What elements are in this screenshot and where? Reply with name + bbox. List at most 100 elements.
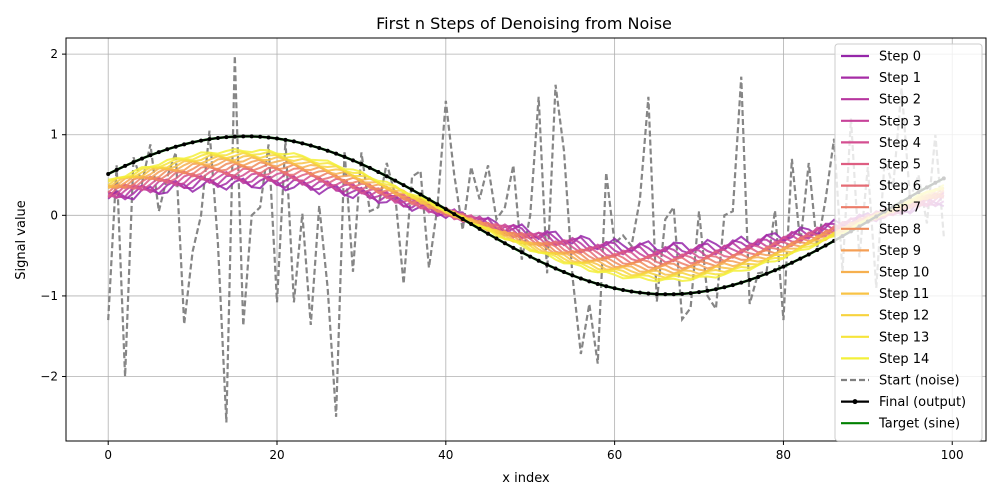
legend-label: Step 0	[879, 50, 921, 65]
final-output-point	[241, 134, 246, 139]
x-tick-label: 60	[607, 448, 622, 462]
y-axis: −2 −1 0 1 2	[40, 47, 66, 384]
final-output-point	[536, 258, 541, 263]
legend-label: Step 4	[879, 136, 921, 151]
legend-label: Step 14	[879, 352, 929, 367]
final-output-point	[224, 135, 229, 140]
series-step-14	[108, 148, 945, 283]
final-output-point	[502, 241, 507, 246]
final-output-point	[350, 158, 355, 163]
final-output-point	[418, 192, 423, 197]
final-output-point	[283, 137, 288, 142]
final-output-point	[688, 291, 693, 296]
final-output-point	[595, 281, 600, 286]
final-output-point	[258, 134, 263, 139]
final-output-point	[291, 139, 296, 144]
x-tick-label: 40	[438, 448, 453, 462]
series-start-noise	[107, 55, 945, 423]
final-output-point	[604, 284, 609, 289]
final-output-point	[747, 277, 752, 282]
final-output-point	[410, 187, 415, 192]
y-tick-label: −1	[40, 289, 58, 303]
final-output-point	[477, 226, 482, 231]
final-output-point	[519, 250, 524, 255]
final-output-point	[190, 140, 195, 145]
legend-label: Final (output)	[879, 395, 966, 410]
legend-label: Step 12	[879, 309, 929, 324]
final-output-point	[815, 248, 820, 253]
final-output-point	[452, 212, 457, 217]
x-tick-label: 20	[269, 448, 284, 462]
final-output-point	[114, 167, 119, 172]
x-axis-label: x index	[502, 471, 550, 486]
final-output-point	[106, 172, 111, 177]
x-axis: 0 20 40 60 80 100	[104, 441, 964, 462]
legend-label: Step 13	[879, 330, 929, 345]
legend-label: Step 7	[879, 201, 921, 216]
final-output-point	[342, 154, 347, 159]
final-output-point	[249, 134, 254, 139]
final-output-point	[730, 283, 735, 288]
final-output-point	[232, 134, 237, 139]
final-output-point	[156, 150, 161, 155]
final-output-point	[300, 141, 305, 146]
final-output-point	[435, 202, 440, 207]
final-output-point	[131, 160, 136, 165]
y-tick-label: 0	[50, 208, 58, 222]
legend-label: Step 6	[879, 179, 921, 194]
final-output-point	[528, 254, 533, 259]
final-output-point	[334, 151, 339, 156]
final-output-point	[275, 136, 280, 141]
final-output-point	[139, 156, 144, 161]
chart-title: First n Steps of Denoising from Noise	[376, 14, 672, 33]
final-output-point	[393, 178, 398, 183]
x-tick-label: 100	[941, 448, 964, 462]
final-output-point	[173, 144, 178, 149]
y-tick-label: 2	[50, 47, 58, 61]
legend-label: Step 11	[879, 287, 929, 302]
final-output-point	[697, 290, 702, 295]
series-step-7	[107, 162, 945, 269]
final-output-point	[165, 147, 170, 152]
legend-label: Step 1	[879, 71, 921, 86]
final-output-point	[713, 287, 718, 292]
legend-label: Step 10	[879, 266, 929, 281]
x-tick-label: 0	[104, 448, 112, 462]
final-output-point	[325, 148, 330, 153]
final-output-point	[772, 268, 777, 273]
final-output-point	[511, 245, 516, 250]
final-output-point	[621, 288, 626, 293]
final-output-point	[207, 137, 212, 142]
y-tick-label: −2	[40, 370, 58, 384]
legend-label: Step 5	[879, 158, 921, 173]
axes-frame	[65, 37, 987, 442]
final-output-point	[266, 135, 271, 140]
final-output-point	[367, 165, 372, 170]
final-output-point	[443, 207, 448, 212]
final-output-point	[561, 270, 566, 275]
final-output-point	[215, 135, 220, 140]
y-tick-label: 1	[50, 128, 58, 142]
final-output-point	[401, 183, 406, 188]
final-output-point	[545, 262, 550, 267]
legend-label: Start (noise)	[879, 374, 960, 389]
legend-label: Step 8	[879, 222, 921, 237]
series-final-output	[107, 135, 945, 296]
legend-label: Step 9	[879, 244, 921, 259]
final-output-point	[798, 256, 803, 261]
final-output-point	[739, 280, 744, 285]
final-output-point	[308, 143, 313, 148]
final-output-point	[587, 279, 592, 284]
final-output-point	[494, 236, 499, 241]
final-output-point	[469, 222, 474, 227]
final-output-point	[486, 231, 491, 236]
final-output-point	[199, 138, 204, 143]
final-output-point	[629, 289, 634, 294]
final-output-point	[578, 276, 583, 281]
final-output-point	[637, 290, 642, 295]
final-output-point	[722, 285, 727, 290]
final-output-point	[680, 291, 685, 296]
legend-box	[834, 43, 983, 442]
